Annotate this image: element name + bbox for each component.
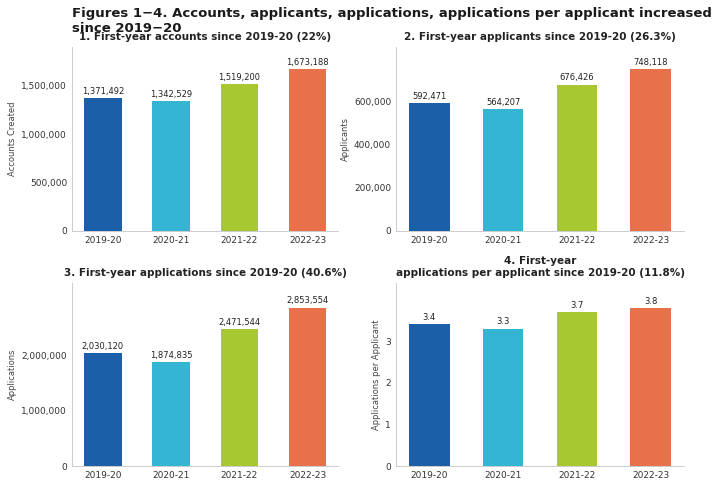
Bar (84, 353, 122, 466)
Bar (409, 103, 450, 231)
Text: 3.8: 3.8 (644, 297, 657, 306)
Title: 2. First-year applicants since 2019-20 (26.3%): 2. First-year applicants since 2019-20 (… (404, 32, 676, 42)
Bar (630, 308, 671, 466)
Y-axis label: Applications: Applications (8, 349, 17, 400)
Text: 564,207: 564,207 (486, 98, 521, 107)
Bar (557, 312, 597, 466)
Bar (483, 329, 523, 466)
Y-axis label: Applications per Applicant: Applications per Applicant (372, 319, 381, 430)
Title: 1. First-year accounts since 2019-20 (22%): 1. First-year accounts since 2019-20 (22… (79, 32, 331, 42)
Text: 2,471,544: 2,471,544 (218, 317, 261, 326)
Bar (220, 84, 258, 231)
Text: 1,342,529: 1,342,529 (150, 90, 192, 99)
Text: 1,874,835: 1,874,835 (150, 351, 192, 360)
Text: 1,673,188: 1,673,188 (287, 58, 329, 67)
Text: 676,426: 676,426 (559, 73, 594, 82)
Text: 1,371,492: 1,371,492 (82, 87, 124, 96)
Bar (630, 69, 671, 231)
Bar (289, 69, 326, 231)
Bar (153, 362, 190, 466)
Text: since 2019−20: since 2019−20 (72, 22, 181, 35)
Text: 2,030,120: 2,030,120 (82, 342, 124, 351)
Text: 3.4: 3.4 (423, 313, 436, 322)
Y-axis label: Applicants: Applicants (341, 117, 350, 161)
Text: 592,471: 592,471 (413, 92, 446, 101)
Text: 748,118: 748,118 (634, 58, 668, 67)
Y-axis label: Accounts Created: Accounts Created (8, 102, 17, 176)
Title: 3. First-year applications since 2019-20 (40.6%): 3. First-year applications since 2019-20… (64, 268, 346, 278)
Bar (409, 324, 450, 466)
Bar (483, 109, 523, 231)
Title: 4. First-year
applications per applicant since 2019-20 (11.8%): 4. First-year applications per applicant… (395, 256, 685, 278)
Text: Figures 1−4. Accounts, applicants, applications, applications per applicant incr: Figures 1−4. Accounts, applicants, appli… (72, 7, 712, 20)
Bar (153, 101, 190, 231)
Text: 2,853,554: 2,853,554 (287, 296, 328, 306)
Bar (220, 329, 258, 466)
Bar (289, 308, 326, 466)
Text: 3.3: 3.3 (496, 317, 510, 326)
Bar (557, 85, 597, 231)
Bar (84, 98, 122, 231)
Text: 3.7: 3.7 (570, 301, 584, 310)
Text: 1,519,200: 1,519,200 (218, 73, 261, 82)
